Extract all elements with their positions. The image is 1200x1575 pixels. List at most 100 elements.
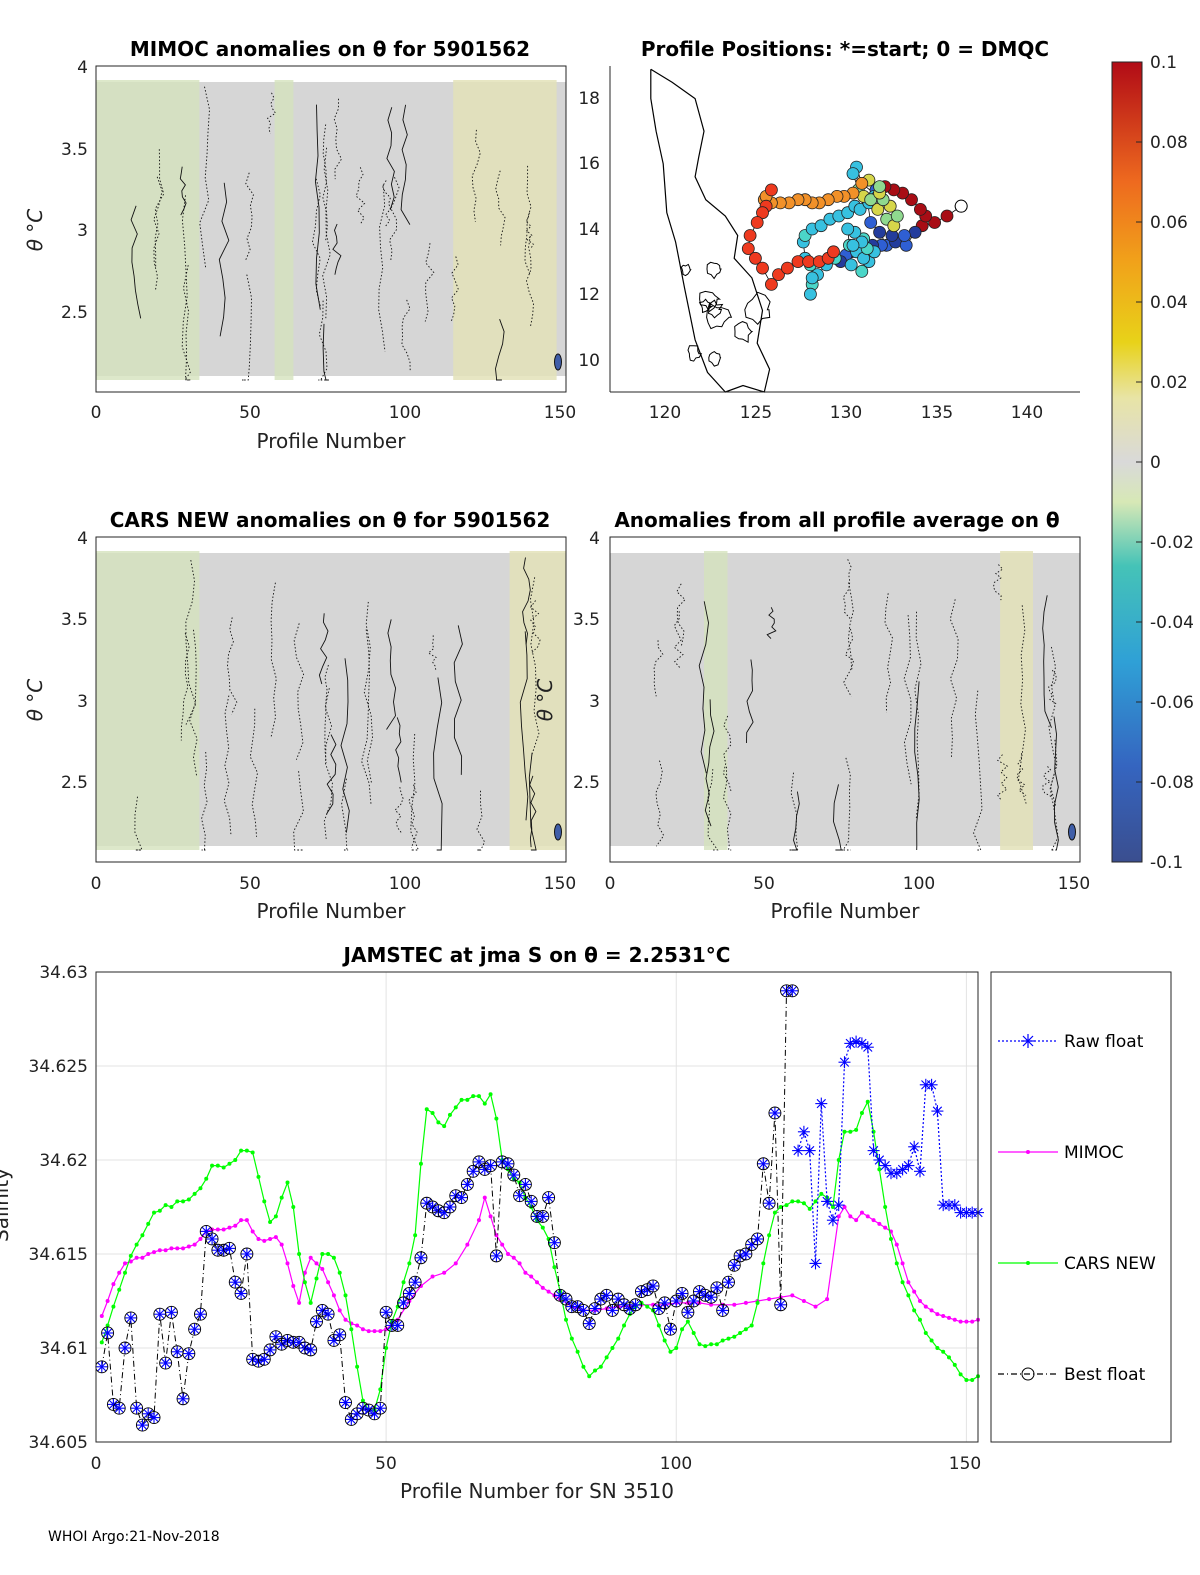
cars-point [952, 1362, 957, 1367]
cars-point [384, 1346, 389, 1350]
mimoc-point [140, 1255, 145, 1260]
positions-xtick: 130 [830, 403, 862, 423]
mimoc-ytick: 4 [77, 58, 88, 78]
contour-line [361, 629, 372, 806]
legend-label: CARS NEW [1064, 1254, 1156, 1274]
best-float-star [403, 1287, 416, 1300]
contour-line [389, 177, 400, 261]
best-float-point [101, 1326, 115, 1340]
best-float-star [414, 1251, 427, 1264]
best-float-point [710, 1281, 724, 1295]
best-float-point [588, 1302, 602, 1315]
cars-ytick: 4 [77, 529, 88, 549]
cars-point [714, 1342, 719, 1347]
contour-line [842, 757, 851, 851]
best-float-star [409, 1276, 422, 1289]
contour-line [973, 690, 983, 851]
mimoc-point [366, 1329, 371, 1334]
mimoc-point [99, 1314, 104, 1319]
mimoc-point [152, 1250, 157, 1255]
best-float-star [206, 1233, 219, 1245]
cars-point [210, 1163, 215, 1168]
raw-float-point [867, 1144, 880, 1157]
best-float-star [153, 1308, 166, 1321]
best-float-point [188, 1322, 202, 1336]
best-float-star [548, 1236, 561, 1249]
track-point [908, 225, 922, 239]
best-float-star [177, 1392, 189, 1405]
mimoc-point [877, 1221, 882, 1226]
best-float-point [408, 1275, 422, 1289]
contour-line [704, 699, 715, 827]
cars-point [320, 1252, 325, 1256]
mimoc-point [134, 1255, 139, 1260]
legend: Raw float MIMOC CARS NEW Best float [990, 971, 1172, 1443]
colorbar-tick-label: 0.02 [1150, 373, 1188, 393]
best-float-point [304, 1343, 318, 1357]
track-point [743, 229, 757, 242]
allavg-title: Anomalies from all profile average on θ [614, 508, 1059, 532]
colorbar-tick-label: -0.1 [1150, 853, 1183, 873]
cars-point [163, 1203, 168, 1208]
contour-line [476, 790, 486, 851]
cars-point [575, 1349, 580, 1354]
mimoc-point [732, 1302, 737, 1307]
best-float-star [223, 1242, 236, 1255]
best-float-point [675, 1287, 689, 1300]
cars-point [343, 1293, 348, 1298]
mimoc-ytick: 3 [77, 221, 88, 241]
best-float-point [489, 1249, 503, 1263]
cars-xlabel: Profile Number [257, 899, 407, 923]
mimoc-point [523, 1270, 528, 1275]
best-float-star [461, 1178, 474, 1191]
cars-point [912, 1308, 917, 1313]
legend-label: Best float [1064, 1365, 1146, 1385]
raw-float-point [914, 1165, 926, 1178]
allavg-xlabel: Profile Number [771, 899, 921, 923]
cars-point [830, 1205, 835, 1209]
track-point [940, 209, 954, 223]
track-point [873, 225, 886, 239]
best-float-star [374, 1402, 387, 1415]
contour-line [180, 632, 190, 741]
contour-line [1053, 716, 1059, 851]
cars-point [946, 1355, 951, 1360]
heatmap-band [96, 80, 200, 380]
cars-point [250, 1150, 255, 1155]
raw-float-point [826, 1214, 839, 1227]
mimoc-point [273, 1235, 278, 1240]
contour-line [332, 223, 342, 275]
best-float-point [443, 1200, 457, 1214]
mimoc-point [476, 1218, 481, 1223]
contour-line [903, 615, 912, 785]
cars-point [761, 1261, 766, 1266]
contour-line [227, 617, 238, 715]
mimoc-point [117, 1270, 122, 1275]
best-float-star [200, 1225, 213, 1238]
best-float-star [774, 1298, 787, 1311]
mimoc-line [101, 1195, 979, 1332]
best-float-point [722, 1275, 735, 1289]
contour-line [363, 601, 373, 784]
cars-point [123, 1270, 128, 1275]
cars-point [308, 1300, 313, 1305]
raw-float-point [815, 1097, 828, 1110]
best-float-star [571, 1300, 584, 1313]
heatmap-band [1000, 551, 1033, 850]
track-point [741, 242, 755, 256]
allavg-ytick: 2.5 [573, 773, 600, 793]
mimoc-point [169, 1246, 174, 1251]
cars-point [349, 1327, 354, 1332]
cars-point [105, 1323, 110, 1328]
contour-line [993, 564, 1004, 601]
best-float-star [339, 1396, 352, 1409]
raw-float-point [809, 1257, 822, 1270]
cars-xtick: 50 [239, 874, 261, 894]
contour-line [842, 559, 852, 620]
contour-line [223, 695, 232, 836]
cars-point [117, 1287, 122, 1292]
mimoc-point [871, 1218, 876, 1223]
contour-line [333, 98, 343, 180]
mimoc-xtick: 100 [389, 403, 421, 423]
contour-line [524, 165, 532, 275]
